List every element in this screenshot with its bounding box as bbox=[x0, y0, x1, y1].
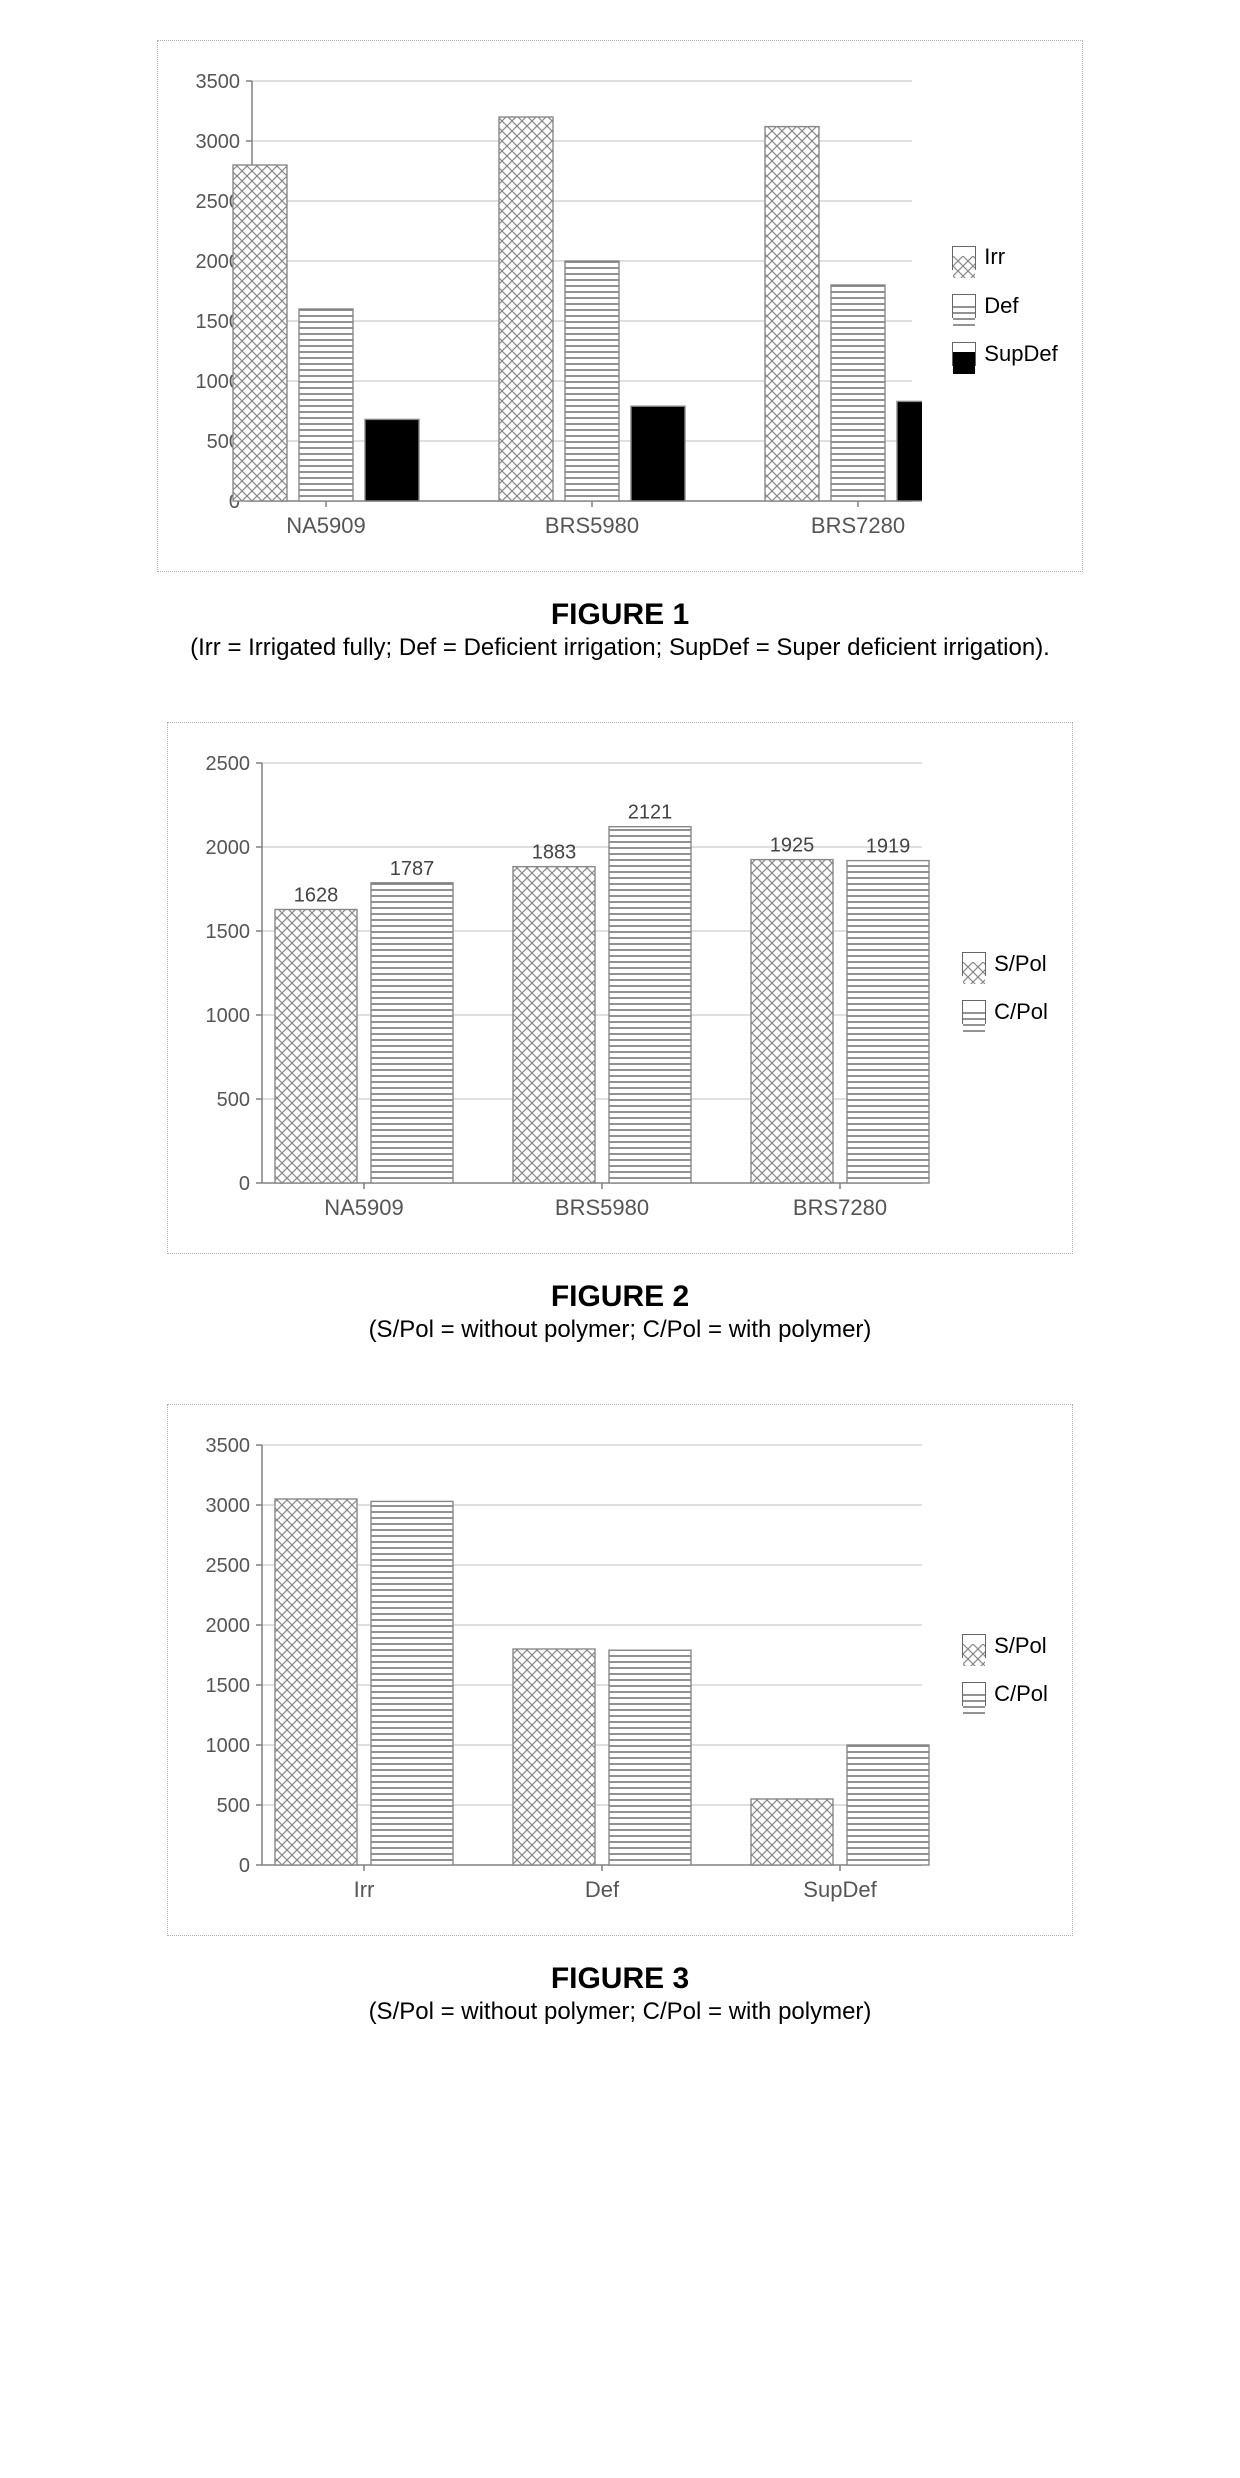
legend-label: Irr bbox=[984, 233, 1005, 281]
legend-label: Def bbox=[984, 282, 1018, 330]
y-tick-label: 1000 bbox=[206, 1005, 251, 1027]
figure-caption: (S/Pol = without polymer; C/Pol = with p… bbox=[60, 1998, 1180, 2026]
bar bbox=[609, 1650, 691, 1865]
bar bbox=[365, 419, 419, 501]
legend: S/PolC/Pol bbox=[962, 940, 1048, 1037]
category-label: NA5909 bbox=[287, 513, 367, 538]
figure1-block: 0500100015002000250030003500NA5909BRS598… bbox=[60, 40, 1180, 662]
figure-title: FIGURE 1 bbox=[60, 598, 1180, 632]
legend-label: S/Pol bbox=[994, 1622, 1047, 1670]
legend: S/PolC/Pol bbox=[962, 1622, 1048, 1719]
figure3-block: 0 500 1000 1500 2000 2500 3000 3500 Irr Def SupDef… bbox=[60, 1404, 1180, 2026]
bar-value-label: 1787 bbox=[390, 858, 435, 880]
legend-label: C/Pol bbox=[994, 988, 1048, 1036]
legend-label: C/Pol bbox=[994, 1670, 1048, 1718]
legend-swatch bbox=[962, 1634, 986, 1658]
figure-caption: (S/Pol = without polymer; C/Pol = with p… bbox=[60, 1316, 1180, 1344]
y-tick-label: 3000 bbox=[196, 131, 241, 153]
y-tick-label: 1000 bbox=[206, 1735, 251, 1757]
bar-value-label: 1883 bbox=[532, 842, 577, 864]
y-tick-label: 1500 bbox=[206, 921, 251, 943]
y-tick-label: 3500 bbox=[206, 1435, 251, 1457]
legend-swatch bbox=[952, 342, 976, 366]
y-tick-label: 3500 bbox=[196, 71, 241, 93]
legend-swatch bbox=[962, 1000, 986, 1024]
category-label: Irr bbox=[354, 1877, 375, 1902]
figure-caption: (Irr = Irrigated fully; Def = Deficient … bbox=[60, 634, 1180, 662]
y-tick-label: 2500 bbox=[206, 753, 251, 775]
bar bbox=[751, 860, 833, 1183]
bar bbox=[299, 309, 353, 501]
category-label: BRS5980 bbox=[555, 1195, 649, 1220]
y-tick-label: 500 bbox=[217, 1089, 250, 1111]
bar bbox=[371, 1501, 453, 1865]
y-tick-label: 500 bbox=[217, 1795, 250, 1817]
legend-swatch bbox=[962, 952, 986, 976]
bar bbox=[513, 1649, 595, 1865]
chart-plot: 0 500 1000 1500 2000 2500 1628 1787 NA5909 1883 21… bbox=[192, 743, 932, 1233]
y-tick-label: 2500 bbox=[206, 1555, 251, 1577]
y-tick-label: 2000 bbox=[206, 837, 251, 859]
legend: IrrDefSupDef bbox=[952, 233, 1057, 378]
bar bbox=[609, 827, 691, 1183]
legend-label: S/Pol bbox=[994, 940, 1047, 988]
legend-label: SupDef bbox=[984, 330, 1057, 378]
category-label: BRS7280 bbox=[793, 1195, 887, 1220]
chart-container: 0 500 1000 1500 2000 2500 1628 1787 NA5909 1883 21… bbox=[167, 722, 1073, 1254]
bar bbox=[765, 127, 819, 501]
bar bbox=[275, 1499, 357, 1865]
bar bbox=[275, 909, 357, 1183]
legend-item: C/Pol bbox=[962, 1670, 1048, 1718]
y-tick-label: 0 bbox=[239, 1173, 250, 1195]
legend-item: Def bbox=[952, 282, 1057, 330]
category-label: Def bbox=[585, 1877, 620, 1902]
bar bbox=[847, 1745, 929, 1865]
category-label: BRS5980 bbox=[545, 513, 639, 538]
legend-swatch bbox=[952, 294, 976, 318]
figure-title: FIGURE 3 bbox=[60, 1962, 1180, 1996]
legend-item: S/Pol bbox=[962, 940, 1048, 988]
category-label: BRS7280 bbox=[811, 513, 905, 538]
bar-value-label: 2121 bbox=[628, 802, 673, 824]
bar-value-label: 1919 bbox=[866, 836, 911, 858]
bar bbox=[751, 1799, 833, 1865]
y-tick-label: 1500 bbox=[206, 1675, 251, 1697]
legend-swatch bbox=[962, 1682, 986, 1706]
legend-item: Irr bbox=[952, 233, 1057, 281]
bar bbox=[371, 883, 453, 1183]
bar bbox=[847, 861, 929, 1183]
figure-title: FIGURE 2 bbox=[60, 1280, 1180, 1314]
y-tick-label: 2000 bbox=[206, 1615, 251, 1637]
legend-item: SupDef bbox=[952, 330, 1057, 378]
bar bbox=[631, 406, 685, 501]
chart-container: 0500100015002000250030003500NA5909BRS598… bbox=[157, 40, 1082, 572]
category-label: SupDef bbox=[803, 1877, 877, 1902]
bar bbox=[565, 261, 619, 501]
category-label: NA5909 bbox=[324, 1195, 404, 1220]
bar bbox=[897, 401, 922, 501]
chart-plot: 0500100015002000250030003500NA5909BRS598… bbox=[182, 61, 922, 551]
bar bbox=[513, 867, 595, 1183]
figure2-block: 0 500 1000 1500 2000 2500 1628 1787 NA5909 1883 21… bbox=[60, 722, 1180, 1344]
chart-plot: 0 500 1000 1500 2000 2500 3000 3500 Irr Def SupDef bbox=[192, 1425, 932, 1915]
bar bbox=[233, 165, 287, 501]
y-tick-label: 3000 bbox=[206, 1495, 251, 1517]
bar bbox=[831, 285, 885, 501]
legend-swatch bbox=[952, 246, 976, 270]
legend-item: C/Pol bbox=[962, 988, 1048, 1036]
y-tick-label: 0 bbox=[239, 1855, 250, 1877]
chart-container: 0 500 1000 1500 2000 2500 3000 3500 Irr Def SupDef… bbox=[167, 1404, 1073, 1936]
bar bbox=[499, 117, 553, 501]
legend-item: S/Pol bbox=[962, 1622, 1048, 1670]
bar-value-label: 1628 bbox=[294, 884, 339, 906]
bar-value-label: 1925 bbox=[770, 835, 815, 857]
